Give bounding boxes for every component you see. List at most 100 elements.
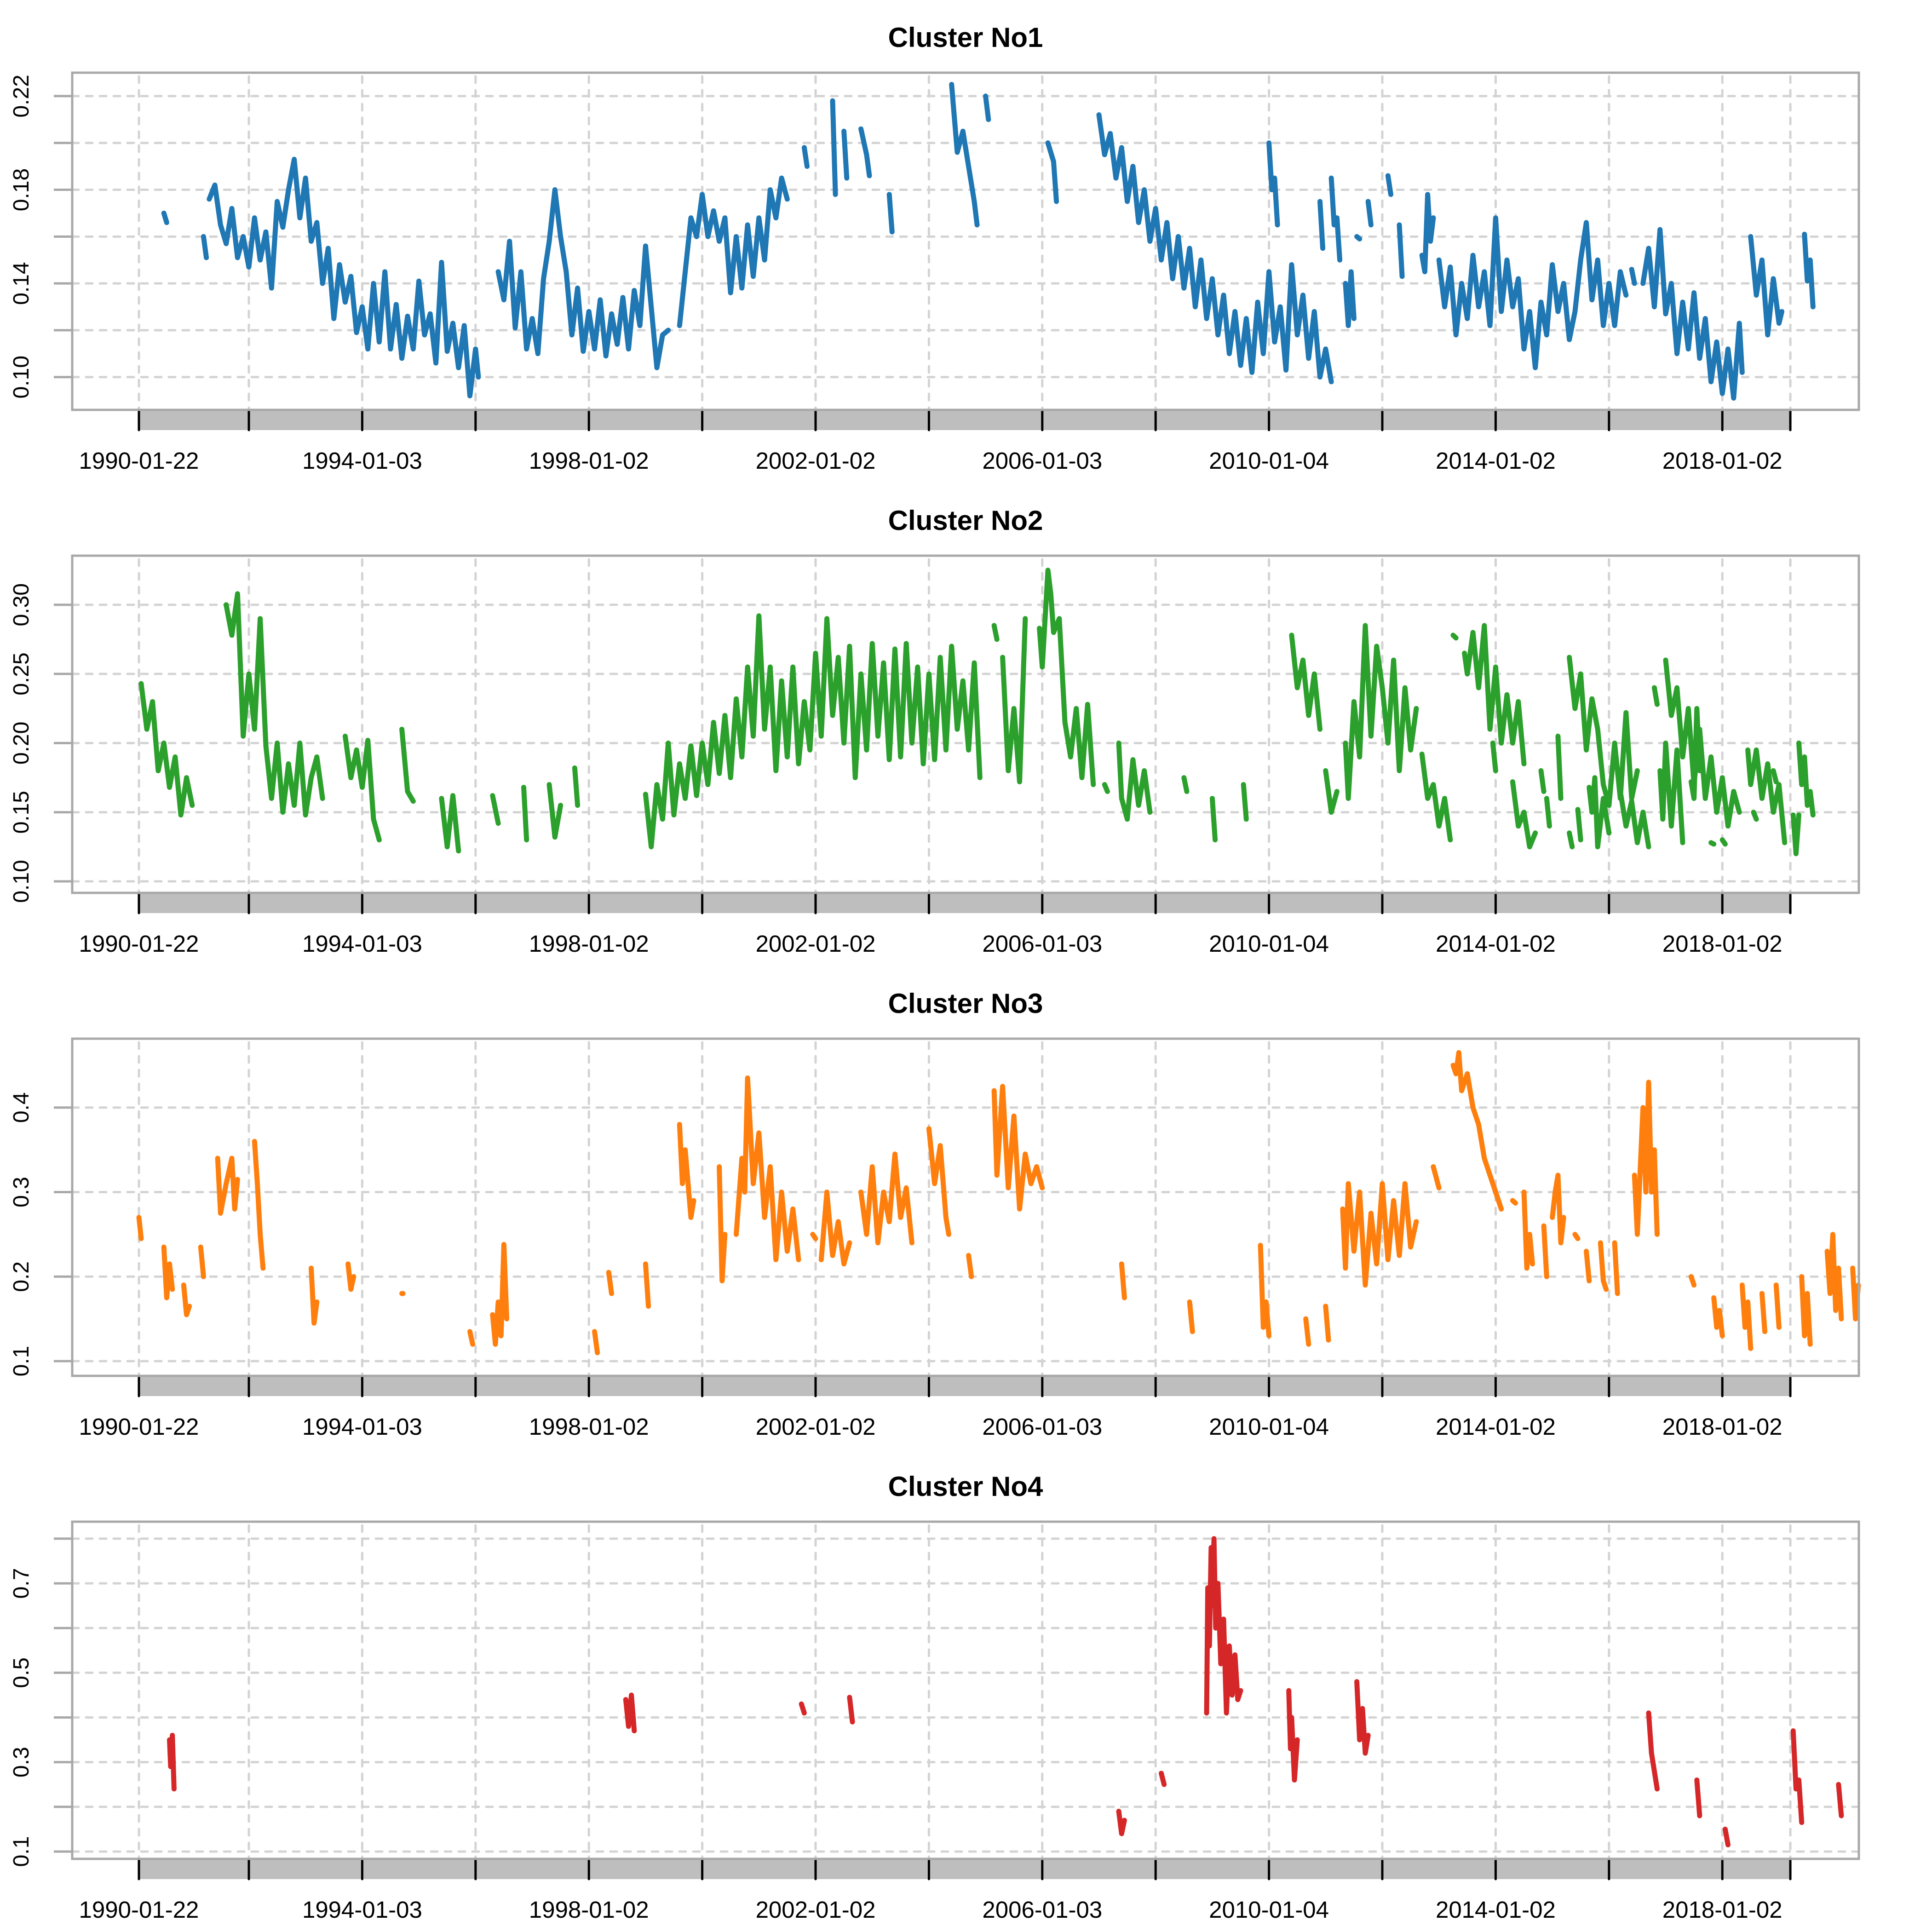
y-tick-label: 0.3 xyxy=(9,1747,34,1777)
series-segment xyxy=(830,98,838,197)
x-tick-label: 2010-01-04 xyxy=(1209,448,1329,474)
x-tick-label: 2006-01-03 xyxy=(982,448,1102,474)
series-segment xyxy=(1419,192,1436,275)
y-tick-label: 0.22 xyxy=(9,75,34,117)
x-tick-label: 2014-01-02 xyxy=(1436,1414,1556,1440)
series-segment xyxy=(572,765,581,808)
y-tick-label: 0.1 xyxy=(9,1346,34,1377)
series-segment xyxy=(734,1075,801,1262)
panel-title: Cluster No4 xyxy=(888,1471,1043,1502)
series-segment xyxy=(1802,754,1816,818)
series-segment xyxy=(1286,1688,1300,1783)
series-segment xyxy=(1037,568,1096,788)
x-tick-label: 2006-01-03 xyxy=(982,931,1102,957)
series-segment xyxy=(1657,740,1685,845)
series-segment xyxy=(966,1253,974,1279)
x-axis-band xyxy=(139,1859,1791,1879)
series-segment xyxy=(161,210,169,225)
series-segment xyxy=(1646,1710,1660,1792)
series-segment xyxy=(1587,775,1612,850)
x-tick-label: 2010-01-04 xyxy=(1209,1414,1329,1440)
series-segment xyxy=(136,1215,144,1242)
series-segment xyxy=(1450,632,1459,641)
x-tick-label: 2010-01-04 xyxy=(1209,1897,1329,1923)
series-segment xyxy=(161,1244,175,1300)
series-segment xyxy=(818,1190,852,1267)
series-segment xyxy=(643,1261,651,1309)
series-segment xyxy=(1328,175,1343,263)
series-segment xyxy=(1550,1173,1566,1246)
series-segment xyxy=(252,1138,266,1271)
series-segment xyxy=(1538,768,1547,794)
x-tick-label: 2014-01-02 xyxy=(1436,931,1556,957)
y-tick-label: 0.5 xyxy=(9,1657,34,1688)
x-tick-label: 1998-01-02 xyxy=(529,448,649,474)
x-tick-label: 1994-01-03 xyxy=(302,1897,422,1923)
series-segment xyxy=(1365,199,1374,228)
series-segment xyxy=(1289,632,1322,732)
series-segment xyxy=(1490,740,1498,773)
series-segment xyxy=(991,1084,1045,1212)
x-tick-label: 1994-01-03 xyxy=(302,931,422,957)
series-segment xyxy=(1419,751,1453,843)
series-segment xyxy=(799,1701,807,1716)
plot-frame xyxy=(71,1520,1860,1860)
series-segment xyxy=(1000,616,1028,785)
series-segment xyxy=(1567,830,1575,850)
series-segment xyxy=(342,733,382,843)
series-segment xyxy=(1323,1304,1331,1343)
series-segment xyxy=(1575,807,1583,843)
x-tick-label: 2018-01-02 xyxy=(1662,1414,1782,1440)
series-segment xyxy=(991,623,1000,642)
y-tick-label: 0.2 xyxy=(9,1261,34,1292)
series-segment xyxy=(1799,1274,1813,1347)
x-tick-label: 2018-01-02 xyxy=(1662,448,1782,474)
series-segment xyxy=(207,156,481,398)
panel-title: Cluster No1 xyxy=(888,22,1043,53)
series-segment xyxy=(1751,810,1759,822)
x-tick-label: 1998-01-02 xyxy=(529,1897,649,1923)
series-segment xyxy=(1241,782,1249,822)
series-segment xyxy=(1711,1295,1725,1339)
series-segment xyxy=(1796,740,1805,788)
series-segment xyxy=(1790,812,1801,857)
series-segment xyxy=(1102,782,1110,794)
panel-cluster-1: Cluster No1 0.10 0.14 0.18 0.22 1990-01-22 199… xyxy=(9,22,1860,474)
x-axis-band xyxy=(139,893,1791,913)
series-segment xyxy=(606,1270,614,1296)
series-segment xyxy=(181,1282,192,1317)
series-segment xyxy=(1510,779,1538,850)
panel-cluster-3: Cluster No3 0.1 0.2 0.3 0.4 1990-01-22 1994-01… xyxy=(9,988,1861,1440)
y-tick-label: 0.25 xyxy=(9,652,34,695)
plot-frame xyxy=(71,1037,1860,1377)
series-segment xyxy=(167,1732,177,1792)
series-segment xyxy=(1773,1282,1782,1330)
series-segment xyxy=(1436,215,1629,370)
series-segment xyxy=(677,175,790,328)
series-segment xyxy=(439,793,461,854)
panel-title: Cluster No2 xyxy=(888,505,1043,536)
series-segment xyxy=(399,726,416,804)
series-segment xyxy=(467,1329,476,1347)
series-cluster-1 xyxy=(161,82,1816,401)
x-tick-label: 1990-01-22 xyxy=(79,1897,199,1923)
series-segment xyxy=(983,93,991,122)
x-tick-label: 2018-01-02 xyxy=(1662,1897,1782,1923)
series-segment xyxy=(858,126,872,178)
x-tick-label: 1994-01-03 xyxy=(302,448,422,474)
x-tick-label: 1990-01-22 xyxy=(79,1414,199,1440)
series-segment xyxy=(1544,796,1552,829)
series-segment xyxy=(1343,269,1357,328)
panel-cluster-2: Cluster No2 0.10 0.15 0.20 0.25 0.30 1990-01-2… xyxy=(9,505,1860,957)
series-segment xyxy=(801,145,810,169)
y-tick-label: 0.14 xyxy=(9,262,34,305)
series-segment xyxy=(886,192,895,235)
series-segment xyxy=(1045,140,1059,204)
panel-title: Cluster No3 xyxy=(888,988,1043,1019)
series-segment xyxy=(847,1695,855,1725)
x-tick-label: 2014-01-02 xyxy=(1436,1897,1556,1923)
series-segment xyxy=(1771,768,1779,785)
x-tick-label: 2006-01-03 xyxy=(982,1414,1102,1440)
y-tick-label: 0.3 xyxy=(9,1177,34,1208)
series-segment xyxy=(1116,1809,1127,1836)
